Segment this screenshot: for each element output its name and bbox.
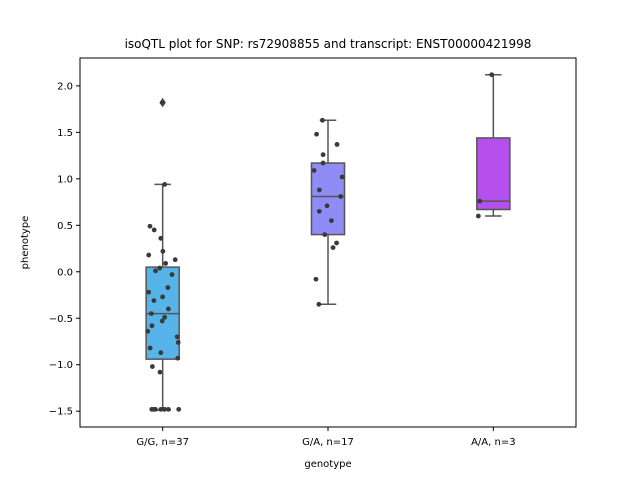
data-point — [149, 323, 155, 329]
data-point — [151, 227, 157, 233]
data-point — [160, 294, 166, 300]
data-point — [159, 100, 165, 106]
data-point — [175, 340, 181, 345]
data-point — [489, 72, 495, 78]
y-tick-label: 0.5 — [57, 221, 73, 232]
data-point — [162, 182, 168, 187]
y-tick-label: 1.0 — [57, 174, 73, 185]
plot-frame — [79, 57, 577, 428]
y-tick-label: −1.0 — [49, 360, 73, 371]
data-point — [145, 328, 151, 334]
chart-title: isoQTL plot for SNP: rs72908855 and tran… — [125, 37, 532, 51]
data-point — [163, 261, 169, 266]
data-point — [146, 289, 152, 295]
data-point — [475, 213, 481, 219]
y-axis: −1.5 −1.0 −0.5 0.0 0.5 1.0 1.5 2.0 — [49, 81, 80, 418]
data-point — [339, 174, 345, 180]
data-point — [311, 168, 317, 173]
data-point — [338, 194, 344, 199]
data-point — [169, 272, 175, 277]
data-point — [316, 301, 322, 307]
data-point — [160, 248, 166, 254]
data-point — [313, 276, 319, 282]
data-point — [146, 252, 152, 258]
data-point — [158, 235, 164, 241]
x-axis: G/G, n=37 G/A, n=17 A/A, n=3 — [136, 427, 516, 448]
x-tick-label: G/A, n=17 — [302, 437, 354, 448]
data-point — [316, 187, 322, 193]
x-tick-label: A/A, n=3 — [471, 437, 516, 448]
data-point — [158, 350, 164, 356]
data-point — [147, 345, 153, 351]
y-tick-label: 0.0 — [57, 267, 73, 278]
data-point — [159, 318, 165, 324]
data-point — [157, 369, 163, 375]
data-point — [149, 364, 155, 369]
data-point — [316, 208, 322, 214]
data-point — [175, 355, 181, 361]
box-plots — [145, 72, 511, 412]
data-point — [314, 131, 319, 137]
data-point — [334, 142, 340, 147]
data-point — [147, 223, 153, 229]
y-tick-label: 1.5 — [57, 128, 73, 139]
box — [310, 162, 346, 236]
data-point — [477, 198, 483, 204]
box-group — [145, 97, 182, 412]
data-point — [151, 406, 157, 412]
data-point — [176, 406, 182, 412]
y-tick-label: 2.0 — [57, 81, 73, 92]
data-point — [162, 314, 168, 320]
data-point — [165, 285, 171, 290]
data-point — [334, 240, 339, 246]
data-point — [158, 406, 164, 412]
data-point — [329, 218, 334, 224]
data-point — [157, 265, 163, 271]
box — [476, 137, 511, 211]
data-point — [174, 334, 180, 340]
data-point — [153, 268, 158, 274]
y-tick-label: −0.5 — [49, 314, 73, 325]
box-group — [475, 72, 511, 219]
y-tick-label: −1.5 — [49, 407, 73, 418]
data-point — [165, 406, 171, 412]
box-group — [310, 117, 346, 307]
data-point — [172, 257, 178, 263]
data-point — [322, 232, 328, 237]
data-point — [320, 160, 326, 166]
data-point — [148, 311, 154, 317]
data-point — [161, 406, 167, 412]
data-point — [151, 298, 157, 303]
x-axis-label: genotype — [304, 459, 351, 470]
y-axis-label: phenotype — [20, 216, 31, 270]
data-point — [324, 203, 330, 209]
x-tick-label: G/G, n=37 — [136, 437, 189, 448]
data-point — [165, 306, 171, 312]
data-point — [320, 152, 326, 158]
data-point — [330, 245, 336, 251]
data-point — [319, 117, 325, 123]
